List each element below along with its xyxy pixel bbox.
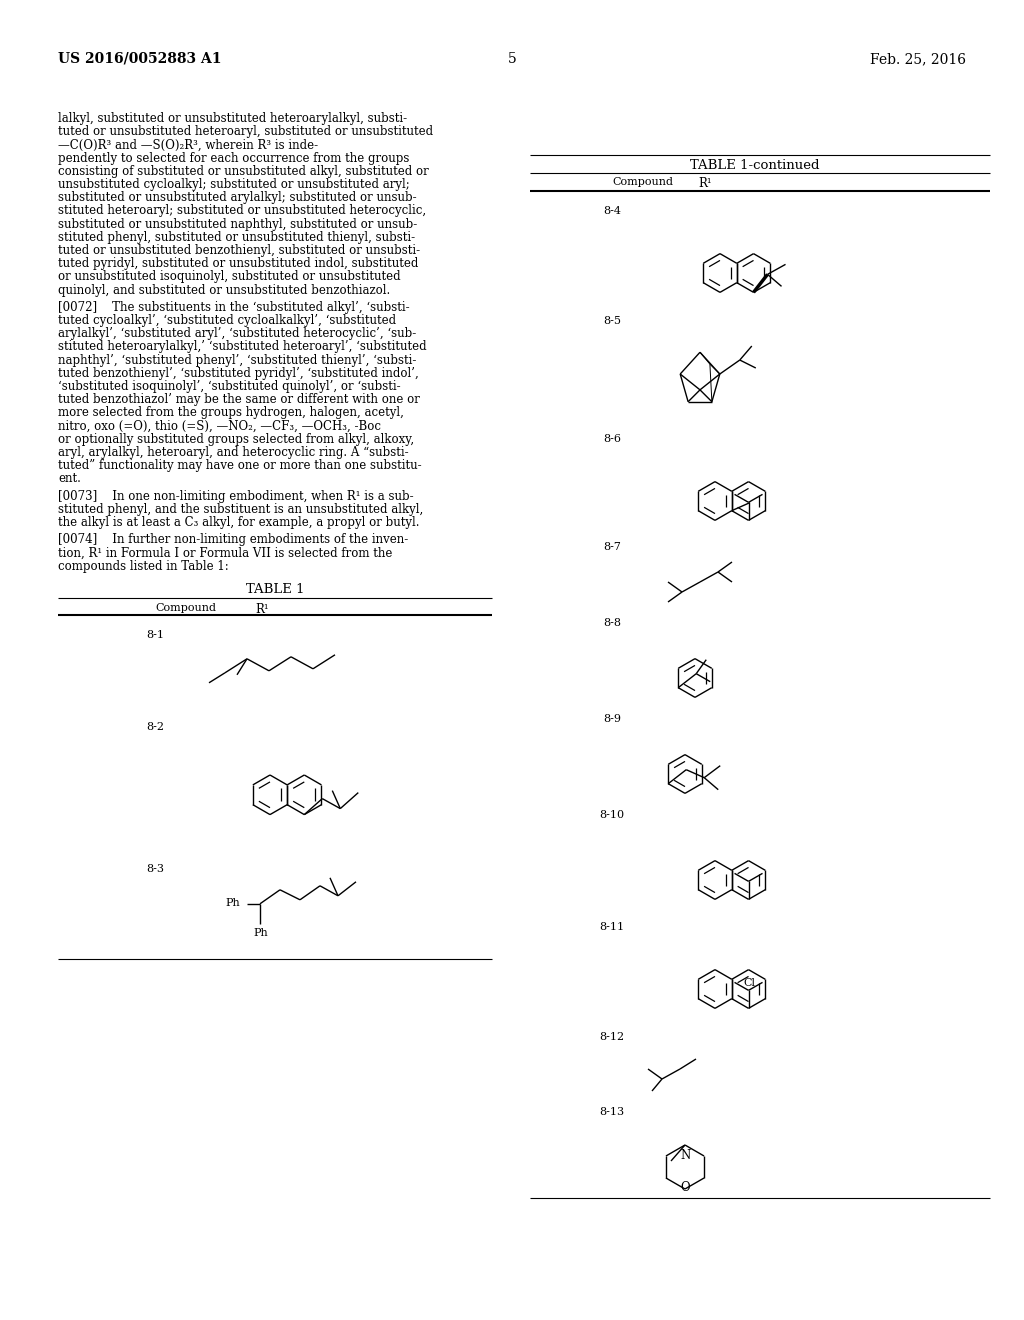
Text: compounds listed in Table 1:: compounds listed in Table 1:: [58, 560, 228, 573]
Text: stituted phenyl, substituted or unsubstituted thienyl, substi-: stituted phenyl, substituted or unsubsti…: [58, 231, 415, 244]
Text: more selected from the groups hydrogen, halogen, acetyl,: more selected from the groups hydrogen, …: [58, 407, 403, 420]
Text: consisting of substituted or unsubstituted alkyl, substituted or: consisting of substituted or unsubstitut…: [58, 165, 429, 178]
Text: substituted or unsubstituted naphthyl, substituted or unsub-: substituted or unsubstituted naphthyl, s…: [58, 218, 417, 231]
Text: the alkyl is at least a C₃ alkyl, for example, a propyl or butyl.: the alkyl is at least a C₃ alkyl, for ex…: [58, 516, 420, 529]
Text: tuted benzothienyl’, ‘substituted pyridyl’, ‘substituted indol’,: tuted benzothienyl’, ‘substituted pyridy…: [58, 367, 419, 380]
Text: nitro, oxo (=O), thio (=S), —NO₂, —CF₃, —OCH₃, -Boc: nitro, oxo (=O), thio (=S), —NO₂, —CF₃, …: [58, 420, 381, 433]
Text: 8-9: 8-9: [603, 714, 621, 723]
Text: [0074]    In further non-limiting embodiments of the inven-: [0074] In further non-limiting embodimen…: [58, 533, 409, 546]
Text: quinolyl, and substituted or unsubstituted benzothiazol.: quinolyl, and substituted or unsubstitut…: [58, 284, 390, 297]
Text: unsubstituted cycloalkyl; substituted or unsubstituted aryl;: unsubstituted cycloalkyl; substituted or…: [58, 178, 410, 191]
Text: 8-4: 8-4: [603, 206, 621, 216]
Text: ‘substituted isoquinolyl’, ‘substituted quinolyl’, or ‘substi-: ‘substituted isoquinolyl’, ‘substituted …: [58, 380, 400, 393]
Text: 8-1: 8-1: [146, 630, 164, 640]
Text: Feb. 25, 2016: Feb. 25, 2016: [870, 51, 966, 66]
Text: substituted or unsubstituted arylalkyl; substituted or unsub-: substituted or unsubstituted arylalkyl; …: [58, 191, 417, 205]
Text: R¹: R¹: [255, 603, 268, 616]
Text: 8-2: 8-2: [146, 722, 164, 731]
Text: 8-6: 8-6: [603, 434, 621, 444]
Text: [0073]    In one non-limiting embodiment, when R¹ is a sub-: [0073] In one non-limiting embodiment, w…: [58, 490, 414, 503]
Text: tuted benzothiazol’ may be the same or different with one or: tuted benzothiazol’ may be the same or d…: [58, 393, 420, 407]
Text: TABLE 1: TABLE 1: [246, 583, 304, 595]
Text: tuted” functionality may have one or more than one substitu-: tuted” functionality may have one or mor…: [58, 459, 422, 473]
Text: stituted heteroarylalkyl,’ ‘substituted heteroaryl’, ‘substituted: stituted heteroarylalkyl,’ ‘substituted …: [58, 341, 427, 354]
Text: TABLE 1-continued: TABLE 1-continued: [690, 158, 820, 172]
Text: 8-13: 8-13: [599, 1107, 625, 1117]
Text: 8-8: 8-8: [603, 618, 621, 628]
Text: 8-12: 8-12: [599, 1032, 625, 1041]
Text: or optionally substituted groups selected from alkyl, alkoxy,: or optionally substituted groups selecte…: [58, 433, 414, 446]
Text: R¹: R¹: [698, 177, 712, 190]
Text: 8-7: 8-7: [603, 543, 621, 552]
Text: Cl: Cl: [743, 978, 756, 987]
Text: Ph: Ph: [225, 898, 240, 908]
Text: 8-10: 8-10: [599, 810, 625, 820]
Text: arylalkyl’, ‘substituted aryl’, ‘substituted heterocyclic’, ‘sub-: arylalkyl’, ‘substituted aryl’, ‘substit…: [58, 327, 416, 341]
Text: or unsubstituted isoquinolyl, substituted or unsubstituted: or unsubstituted isoquinolyl, substitute…: [58, 271, 400, 284]
Text: lalkyl, substituted or unsubstituted heteroarylalkyl, substi-: lalkyl, substituted or unsubstituted het…: [58, 112, 408, 125]
Text: stituted heteroaryl; substituted or unsubstituted heterocyclic,: stituted heteroaryl; substituted or unsu…: [58, 205, 426, 218]
Text: tuted or unsubstituted heteroaryl, substituted or unsubstituted: tuted or unsubstituted heteroaryl, subst…: [58, 125, 433, 139]
Text: —C(O)R³ and —S(O)₂R³, wherein R³ is inde-: —C(O)R³ and —S(O)₂R³, wherein R³ is inde…: [58, 139, 318, 152]
Text: tuted pyridyl, substituted or unsubstituted indol, substituted: tuted pyridyl, substituted or unsubstitu…: [58, 257, 419, 271]
Text: [0072]    The substituents in the ‘substituted alkyl’, ‘substi-: [0072] The substituents in the ‘substitu…: [58, 301, 410, 314]
Text: naphthyl’, ‘substituted phenyl’, ‘substituted thienyl’, ‘substi-: naphthyl’, ‘substituted phenyl’, ‘substi…: [58, 354, 417, 367]
Text: US 2016/0052883 A1: US 2016/0052883 A1: [58, 51, 221, 66]
Text: aryl, arylalkyl, heteroaryl, and heterocyclic ring. A “substi-: aryl, arylalkyl, heteroaryl, and heteroc…: [58, 446, 409, 459]
Text: 8-5: 8-5: [603, 315, 621, 326]
Text: tuted or unsubstituted benzothienyl, substituted or unsubsti-: tuted or unsubstituted benzothienyl, sub…: [58, 244, 420, 257]
Text: 5: 5: [508, 51, 516, 66]
Text: Ph: Ph: [253, 928, 267, 937]
Text: N: N: [680, 1148, 690, 1162]
Text: 8-3: 8-3: [146, 863, 164, 874]
Text: O: O: [680, 1181, 689, 1195]
Text: tuted cycloalkyl’, ‘substituted cycloalkalkyl’, ‘substituted: tuted cycloalkyl’, ‘substituted cycloalk…: [58, 314, 396, 327]
Text: Compound: Compound: [612, 177, 673, 187]
Text: stituted phenyl, and the substituent is an unsubstituted alkyl,: stituted phenyl, and the substituent is …: [58, 503, 423, 516]
Text: tion, R¹ in Formula I or Formula VII is selected from the: tion, R¹ in Formula I or Formula VII is …: [58, 546, 392, 560]
Text: pendently to selected for each occurrence from the groups: pendently to selected for each occurrenc…: [58, 152, 410, 165]
Text: 8-11: 8-11: [599, 921, 625, 932]
Text: Compound: Compound: [155, 603, 216, 612]
Text: ent.: ent.: [58, 473, 81, 486]
